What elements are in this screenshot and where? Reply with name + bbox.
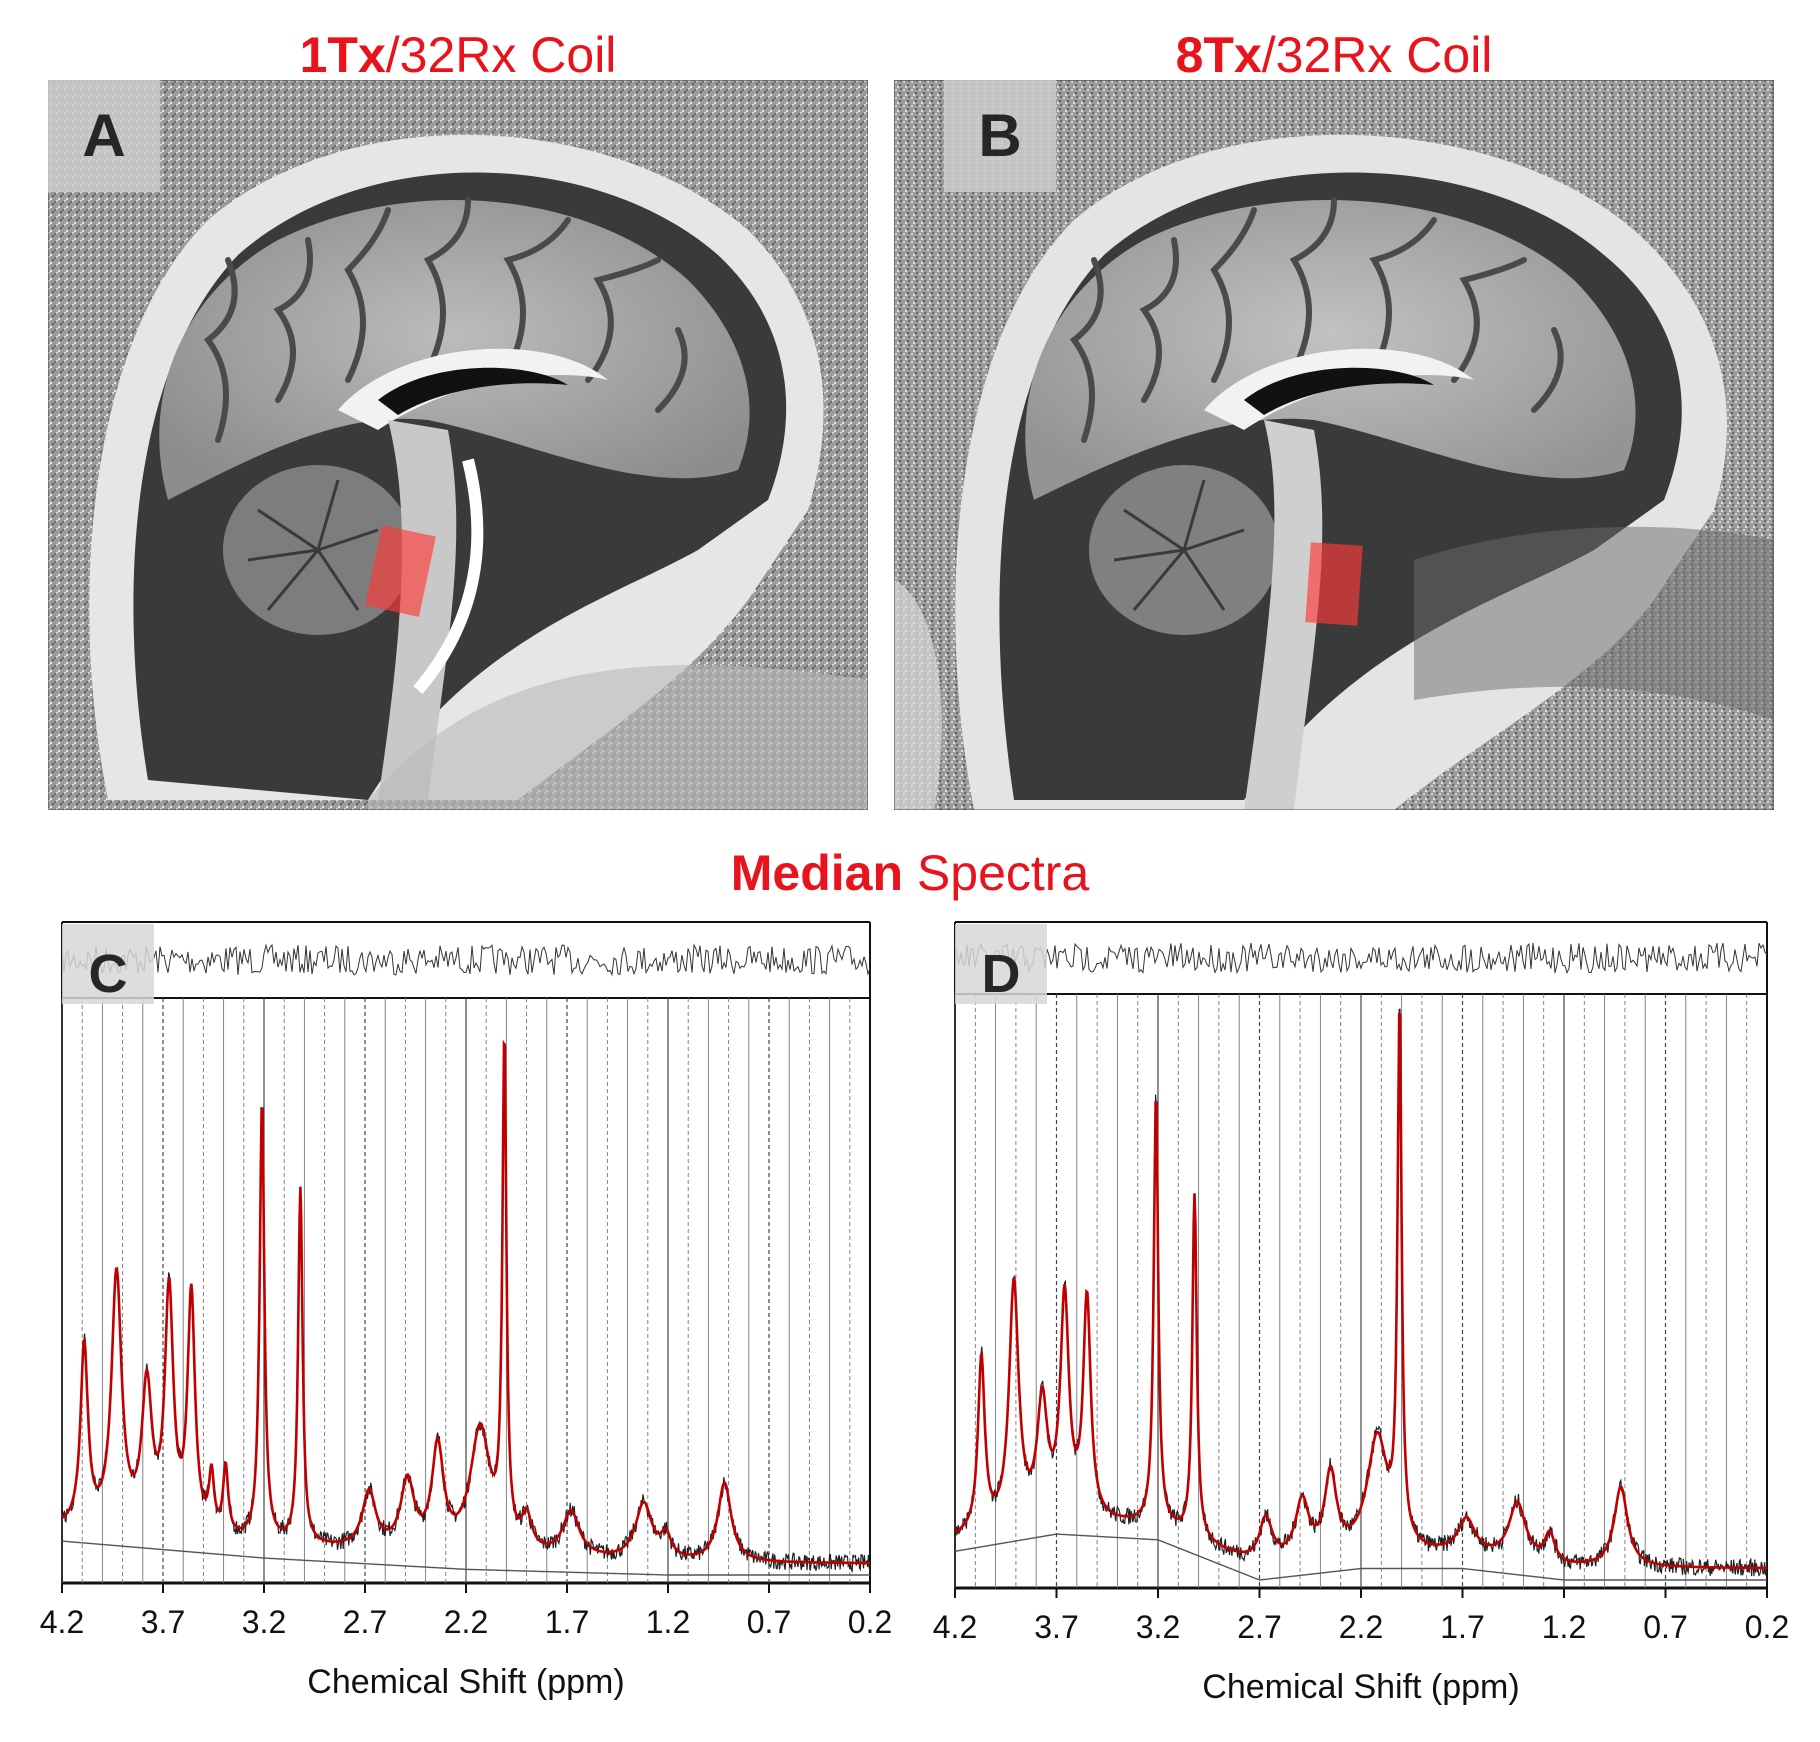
baseline-trace-c	[61, 1540, 870, 1576]
mri-image-a: A	[48, 80, 868, 810]
panel-b-title: 8Tx/32Rx Coil	[894, 20, 1774, 90]
fit-trace-c	[61, 1039, 870, 1565]
section-title-rest: Spectra	[903, 845, 1090, 901]
panel-letter-bg-d	[955, 924, 1047, 1004]
panel-a-title-rest: /32Rx Coil	[385, 27, 617, 83]
x-tick-label-d-4: 2.2	[1339, 1609, 1383, 1645]
mri-image-b: B	[894, 80, 1774, 810]
x-tick-label-c-6: 1.2	[646, 1604, 690, 1640]
x-tick-label-d-5: 1.7	[1440, 1609, 1484, 1645]
section-title: Median Spectra	[0, 838, 1820, 908]
x-tick-label-c-0: 4.2	[40, 1604, 84, 1640]
panel-letter-bg-c	[62, 924, 154, 1004]
baseline-trace-d	[954, 1533, 1767, 1581]
residual-trace-c	[61, 943, 871, 977]
x-tick-label-c-4: 2.2	[444, 1604, 488, 1640]
x-tick-label-d-1: 3.7	[1034, 1609, 1078, 1645]
panel-letter-b: B	[944, 80, 1056, 192]
x-tick-label-c-8: 0.2	[848, 1604, 892, 1640]
x-tick-label-c-5: 1.7	[545, 1604, 589, 1640]
x-tick-label-c-1: 3.7	[141, 1604, 185, 1640]
panel-a-title-bold: 1Tx	[299, 27, 386, 83]
mri-sagittal-brain-b	[894, 80, 1774, 810]
section-title-bold: Median	[730, 845, 904, 901]
x-tick-label-c-7: 0.7	[747, 1604, 791, 1640]
x-tick-label-d-2: 3.2	[1136, 1609, 1180, 1645]
residual-trace-d	[954, 942, 1768, 975]
x-tick-label-d-6: 1.2	[1542, 1609, 1586, 1645]
fit-trace-d	[954, 1012, 1767, 1570]
x-tick-label-d-8: 0.2	[1745, 1609, 1789, 1645]
panel-a-title: 1Tx/32Rx Coil	[48, 20, 868, 90]
x-tick-label-d-0: 4.2	[933, 1609, 977, 1645]
x-tick-label-d-3: 2.7	[1237, 1609, 1281, 1645]
panel-b-title-bold: 8Tx	[1175, 27, 1262, 83]
panel-b-title-rest: /32Rx Coil	[1261, 27, 1493, 83]
mri-sagittal-brain-a	[48, 80, 868, 810]
panel-letter-a: A	[48, 80, 160, 192]
panel-letter-d: D	[982, 944, 1021, 1004]
x-axis-label-c: Chemical Shift (ppm)	[307, 1663, 624, 1701]
panel-letter-c: C	[89, 944, 128, 1004]
x-tick-label-d-7: 0.7	[1643, 1609, 1687, 1645]
x-tick-label-c-3: 2.7	[343, 1604, 387, 1640]
x-tick-label-c-2: 3.2	[242, 1604, 286, 1640]
x-axis-label-d: Chemical Shift (ppm)	[1202, 1668, 1519, 1706]
